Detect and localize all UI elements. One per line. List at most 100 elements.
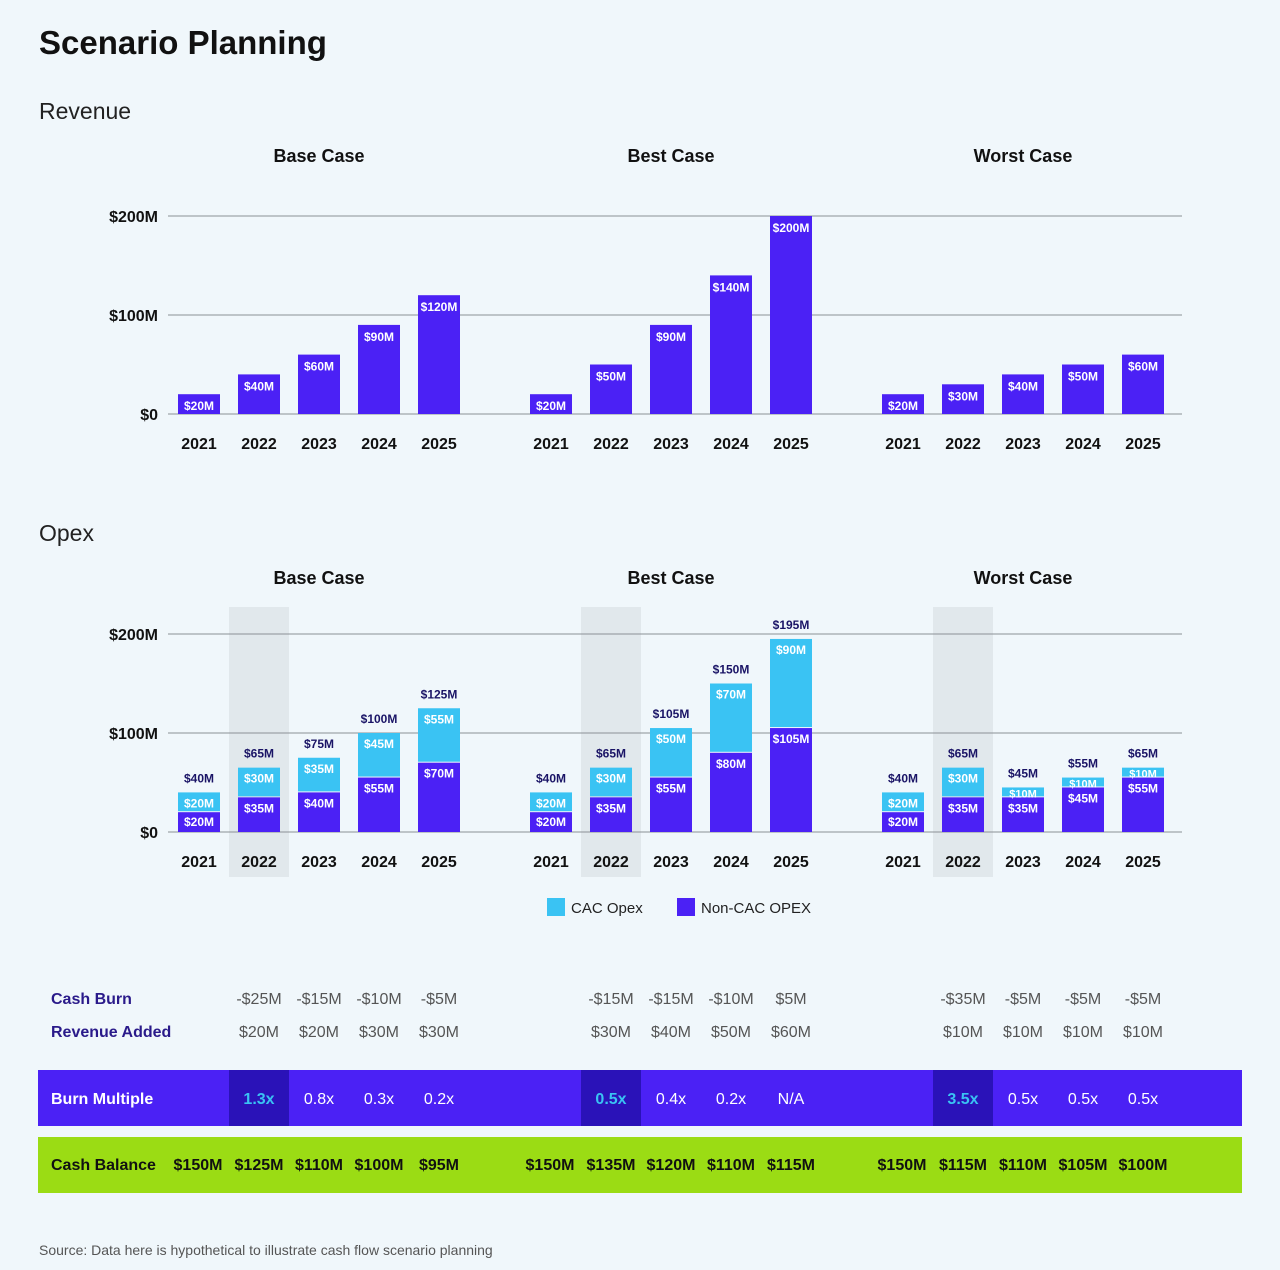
revenue-x-tick: 2021 bbox=[533, 436, 569, 453]
revenue-y-tick: $0 bbox=[140, 407, 158, 424]
revenue-added-value: $10M bbox=[1123, 1024, 1163, 1041]
revenue-y-tick: $100M bbox=[109, 308, 158, 325]
revenue-x-tick: 2023 bbox=[653, 436, 689, 453]
opex-cac-label: $30M bbox=[596, 772, 626, 786]
opex-total-label: $40M bbox=[536, 771, 566, 785]
opex-noncac-label: $20M bbox=[888, 815, 918, 829]
cash-balance-value: $115M bbox=[767, 1157, 815, 1174]
scenario-charts: $0 $100M $200M Base Case $20M 2021 $40M 2022 $60… bbox=[38, 146, 1242, 1193]
opex-noncac-bar bbox=[650, 777, 692, 832]
cash-balance-value: $150M bbox=[526, 1157, 575, 1174]
opex-total-label: $40M bbox=[888, 771, 918, 785]
burn-multiple-value: 0.4x bbox=[656, 1091, 686, 1108]
cash-balance-value: $150M bbox=[878, 1157, 927, 1174]
revenue-x-tick: 2024 bbox=[1065, 436, 1101, 453]
opex-cac-bar bbox=[1002, 787, 1044, 797]
opex-cac-bar bbox=[590, 767, 632, 797]
opex-noncac-label: $70M bbox=[424, 767, 454, 781]
revenue-added-value: $30M bbox=[359, 1024, 399, 1041]
opex-panel-title: Best Case bbox=[627, 568, 714, 588]
opex-noncac-label: $35M bbox=[1008, 801, 1038, 815]
burn-multiple-value: 0.2x bbox=[716, 1091, 746, 1108]
opex-highlight-band bbox=[229, 607, 289, 877]
opex-cac-bar bbox=[238, 767, 280, 797]
revenue-bar-label: $50M bbox=[596, 370, 626, 384]
revenue-bar bbox=[238, 374, 280, 414]
revenue-x-tick: 2022 bbox=[241, 436, 277, 453]
revenue-added-value: $10M bbox=[943, 1024, 983, 1041]
revenue-added-value: $10M bbox=[1063, 1024, 1103, 1041]
opex-panel-title: Base Case bbox=[273, 568, 364, 588]
opex-total-label: $65M bbox=[1128, 747, 1158, 761]
legend-cac-label: CAC Opex bbox=[571, 900, 643, 917]
opex-cac-label: $20M bbox=[888, 796, 918, 810]
cash-burn-value: -$10M bbox=[708, 991, 753, 1008]
opex-x-tick: 2022 bbox=[945, 854, 981, 871]
cash-balance-value: $100M bbox=[355, 1157, 404, 1174]
opex-x-tick: 2021 bbox=[885, 854, 921, 871]
revenue-panel-title: Best Case bbox=[627, 146, 714, 166]
revenue-x-tick: 2024 bbox=[713, 436, 749, 453]
legend-cac-swatch bbox=[547, 898, 565, 916]
revenue-panel-title: Base Case bbox=[273, 146, 364, 166]
cash-balance-value: $110M bbox=[707, 1157, 755, 1174]
opex-noncac-label: $55M bbox=[656, 782, 686, 796]
revenue-bar-label: $20M bbox=[184, 399, 214, 413]
opex-cac-label: $30M bbox=[244, 772, 274, 786]
opex-total-label: $150M bbox=[713, 663, 750, 677]
revenue-added-value: $30M bbox=[419, 1024, 459, 1041]
revenue-x-tick: 2021 bbox=[181, 436, 217, 453]
opex-noncac-bar bbox=[882, 812, 924, 832]
revenue-added-value: $30M bbox=[591, 1024, 631, 1041]
opex-cac-bar bbox=[942, 767, 984, 797]
revenue-x-tick: 2023 bbox=[301, 436, 337, 453]
opex-total-label: $195M bbox=[773, 618, 810, 632]
opex-x-tick: 2024 bbox=[1065, 854, 1101, 871]
revenue-bar bbox=[1002, 374, 1044, 414]
opex-total-label: $45M bbox=[1008, 766, 1038, 780]
opex-noncac-label: $45M bbox=[1068, 791, 1098, 805]
opex-noncac-label: $20M bbox=[184, 815, 214, 829]
opex-noncac-label: $35M bbox=[948, 801, 978, 815]
cash-burn-value: -$5M bbox=[1125, 991, 1161, 1008]
opex-x-tick: 2021 bbox=[533, 854, 569, 871]
cash-balance-value: $150M bbox=[174, 1157, 223, 1174]
revenue-added-value: $20M bbox=[299, 1024, 339, 1041]
revenue-bar-label: $120M bbox=[421, 300, 458, 314]
burn-multiple-value: 3.5x bbox=[947, 1091, 978, 1108]
opex-total-label: $100M bbox=[361, 712, 398, 726]
revenue-bar bbox=[1062, 364, 1104, 414]
opex-total-label: $65M bbox=[596, 747, 626, 761]
opex-noncac-bar bbox=[710, 752, 752, 832]
opex-cac-bar bbox=[882, 792, 924, 812]
opex-section-title: Opex bbox=[39, 520, 94, 546]
source-note: Source: Data here is hypothetical to ill… bbox=[39, 1242, 493, 1258]
opex-cac-bar bbox=[650, 728, 692, 777]
opex-total-label: $105M bbox=[653, 707, 690, 721]
opex-cac-bar bbox=[418, 708, 460, 762]
cash-balance-value: $120M bbox=[647, 1157, 696, 1174]
burn-multiple-label: Burn Multiple bbox=[51, 1091, 153, 1108]
opex-noncac-label: $80M bbox=[716, 757, 746, 771]
cash-balance-value: $135M bbox=[587, 1157, 636, 1174]
revenue-x-tick: 2023 bbox=[1005, 436, 1041, 453]
revenue-bar-label: $90M bbox=[364, 330, 394, 344]
opex-y-tick: $100M bbox=[109, 726, 158, 743]
opex-cac-label: $70M bbox=[716, 688, 746, 702]
opex-highlight-band bbox=[933, 607, 993, 877]
opex-x-tick: 2024 bbox=[361, 854, 397, 871]
revenue-bar bbox=[1122, 354, 1164, 414]
burn-multiple-value: 0.8x bbox=[304, 1091, 334, 1108]
burn-multiple-value: 0.2x bbox=[424, 1091, 454, 1108]
opex-total-label: $40M bbox=[184, 771, 214, 785]
opex-cac-bar bbox=[298, 757, 340, 792]
cash-balance-value: $110M bbox=[999, 1157, 1047, 1174]
opex-cac-label: $45M bbox=[364, 737, 394, 751]
opex-cac-label: $50M bbox=[656, 732, 686, 746]
cash-balance-label: Cash Balance bbox=[51, 1157, 156, 1174]
revenue-bar bbox=[710, 275, 752, 414]
cash-burn-value: -$15M bbox=[296, 991, 341, 1008]
burn-multiple-highlight bbox=[933, 1070, 993, 1126]
opex-noncac-bar bbox=[1122, 777, 1164, 832]
revenue-bar bbox=[650, 324, 692, 414]
